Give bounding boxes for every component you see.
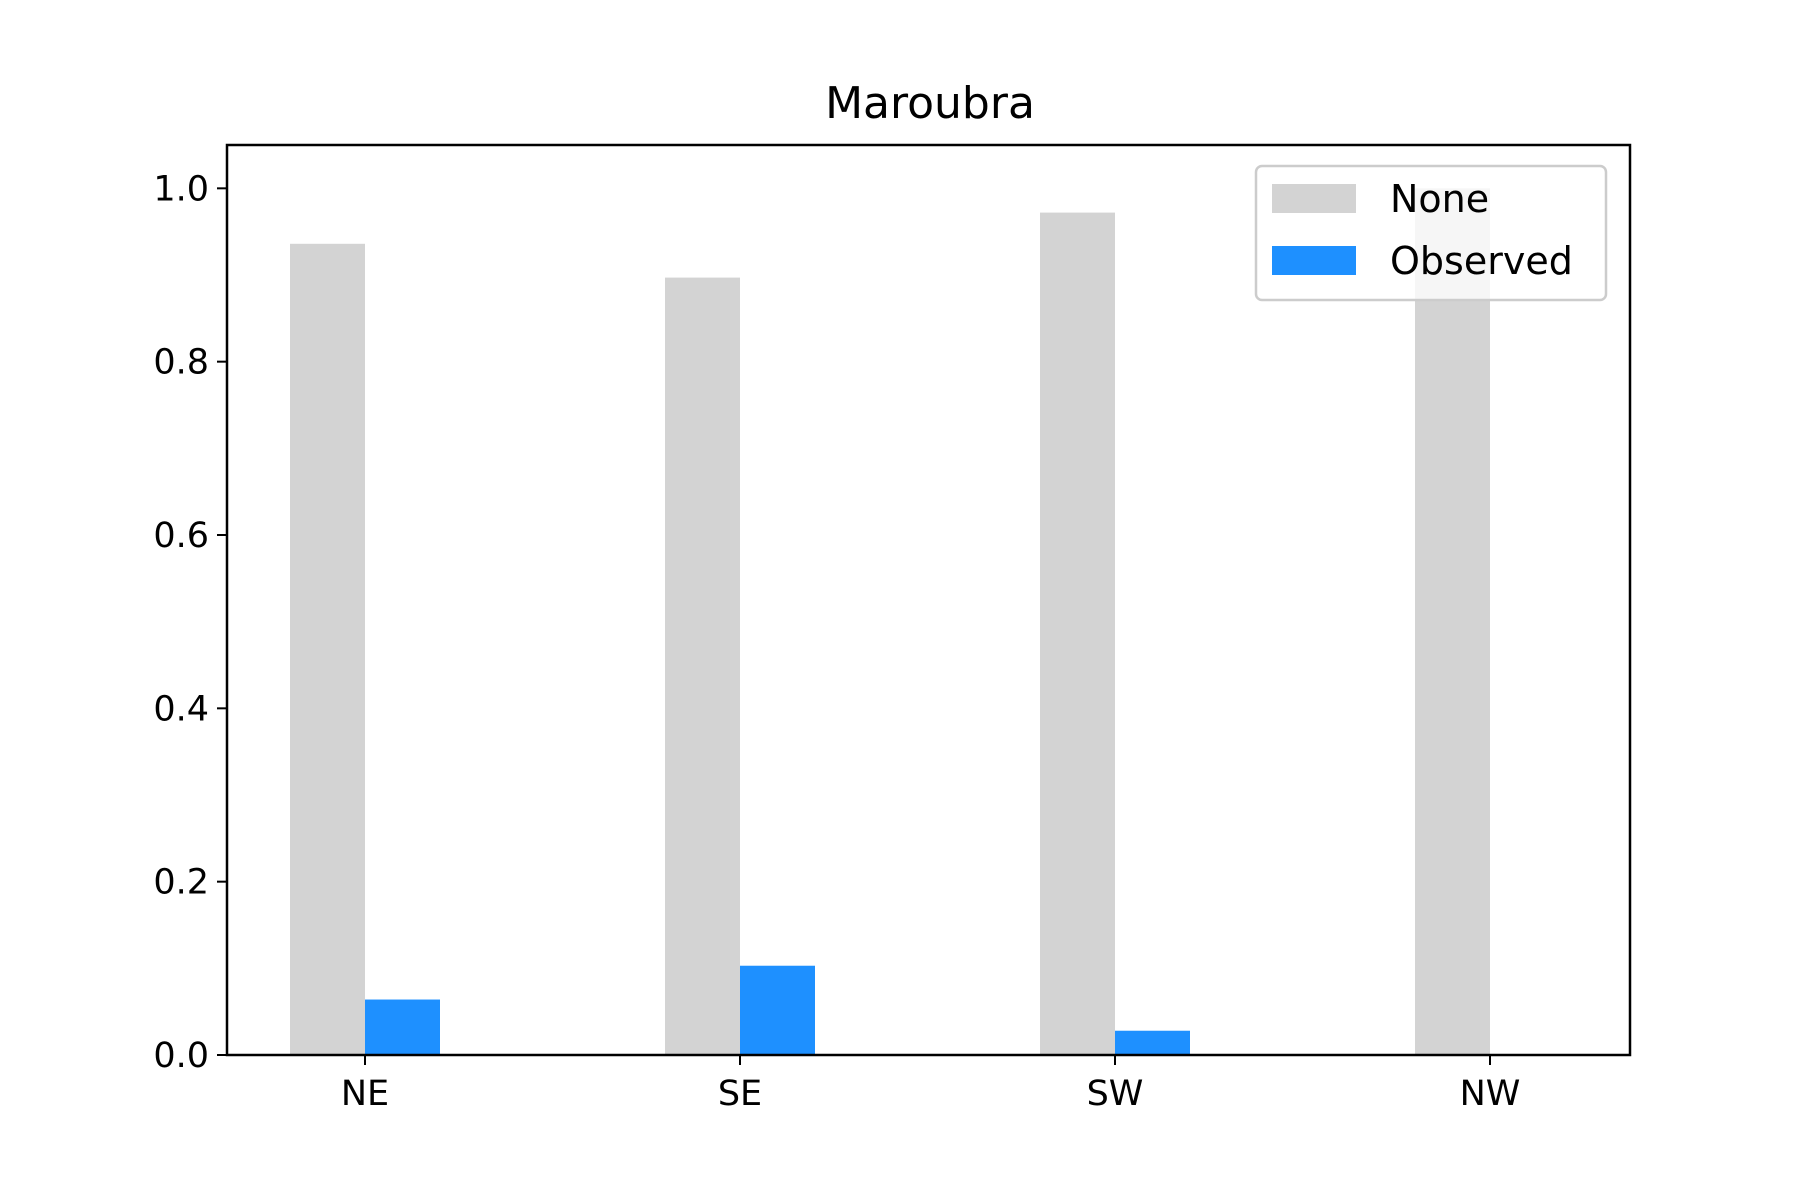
- chart-title: Maroubra: [825, 78, 1035, 129]
- y-tick-label: 0.8: [153, 343, 209, 383]
- x-tick-label-se: SE: [718, 1074, 762, 1114]
- legend-swatch-observed: [1272, 246, 1356, 275]
- bar-none-ne: [290, 243, 365, 1056]
- y-axis: 0.0 0.2 0.4 0.6 0.8 1.0: [153, 169, 227, 1076]
- x-tick-label-ne: NE: [341, 1074, 389, 1114]
- x-tick-label-sw: SW: [1087, 1074, 1144, 1114]
- y-tick-label: 0.6: [153, 516, 209, 556]
- x-axis: NE SE SW NW: [341, 1055, 1521, 1114]
- legend: None Observed: [1254, 164, 1608, 302]
- legend-label-observed: Observed: [1390, 239, 1573, 283]
- bar-observed-ne: [365, 999, 440, 1055]
- bars-group: [290, 188, 1490, 1056]
- bar-none-se: [665, 277, 740, 1056]
- bar-none-sw: [1040, 212, 1115, 1056]
- bar-observed-sw: [1115, 1030, 1190, 1055]
- legend-label-none: None: [1390, 177, 1489, 221]
- bar-observed-se: [740, 965, 815, 1055]
- y-tick-label: 0.2: [153, 863, 209, 903]
- x-tick-label-nw: NW: [1460, 1074, 1521, 1114]
- y-tick-label: 0.0: [153, 1036, 209, 1076]
- y-tick-label: 0.4: [153, 689, 209, 729]
- plot-frame: [225, 143, 1632, 1057]
- y-tick-label: 1.0: [153, 169, 209, 209]
- bar-none-nw: [1415, 188, 1490, 1056]
- legend-swatch-none: [1272, 184, 1356, 213]
